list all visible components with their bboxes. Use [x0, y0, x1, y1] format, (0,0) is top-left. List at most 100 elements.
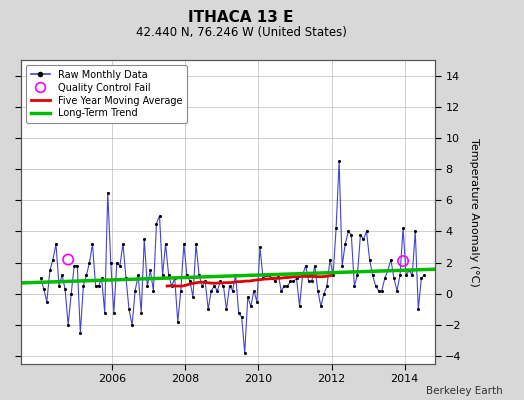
Point: [216, 278, 225, 284]
Point: [119, 241, 127, 247]
Point: [58, 272, 66, 278]
Text: ITHACA 13 E: ITHACA 13 E: [188, 10, 294, 25]
Point: [125, 306, 133, 313]
Point: [359, 236, 368, 242]
Point: [393, 288, 401, 294]
Point: [40, 286, 48, 292]
Point: [390, 275, 398, 282]
Point: [70, 262, 79, 269]
Point: [387, 256, 395, 263]
Point: [149, 288, 158, 294]
Point: [155, 213, 163, 219]
Point: [283, 283, 291, 289]
Point: [134, 272, 143, 278]
Point: [271, 278, 279, 284]
Point: [49, 256, 57, 263]
Point: [219, 283, 227, 289]
Point: [417, 275, 425, 282]
Point: [161, 241, 170, 247]
Point: [177, 288, 185, 294]
Point: [411, 228, 419, 235]
Point: [308, 278, 316, 284]
Point: [64, 322, 72, 328]
Point: [323, 283, 331, 289]
Point: [304, 278, 313, 284]
Point: [256, 244, 264, 250]
Point: [344, 228, 353, 235]
Point: [332, 225, 340, 232]
Point: [67, 291, 75, 297]
Point: [116, 262, 124, 269]
Point: [37, 275, 45, 282]
Point: [244, 294, 252, 300]
Point: [165, 272, 173, 278]
Point: [316, 303, 325, 310]
Point: [368, 272, 377, 278]
Point: [198, 283, 206, 289]
Point: [152, 220, 161, 227]
Point: [250, 288, 258, 294]
Point: [201, 278, 210, 284]
Point: [52, 241, 60, 247]
Point: [189, 294, 197, 300]
Point: [265, 272, 274, 278]
Point: [228, 288, 237, 294]
Point: [143, 283, 151, 289]
Point: [213, 288, 222, 294]
Point: [207, 288, 215, 294]
Point: [195, 272, 203, 278]
Point: [268, 275, 276, 282]
Point: [106, 260, 115, 266]
Point: [292, 275, 301, 282]
Point: [94, 283, 103, 289]
Point: [347, 232, 355, 238]
Point: [365, 256, 374, 263]
Point: [353, 272, 362, 278]
Point: [122, 275, 130, 282]
Point: [408, 272, 417, 278]
Point: [234, 309, 243, 316]
Point: [192, 241, 200, 247]
Point: [210, 283, 219, 289]
Point: [173, 319, 182, 325]
Point: [222, 306, 231, 313]
Point: [73, 262, 82, 269]
Point: [140, 236, 148, 242]
Point: [89, 241, 97, 247]
Point: [170, 275, 179, 282]
Point: [237, 314, 246, 320]
Point: [356, 232, 365, 238]
Point: [362, 228, 370, 235]
Point: [296, 303, 304, 310]
Point: [380, 275, 389, 282]
Point: [414, 306, 422, 313]
Point: [204, 306, 212, 313]
Y-axis label: Temperature Anomaly (°C): Temperature Anomaly (°C): [468, 138, 478, 286]
Point: [46, 267, 54, 274]
Point: [326, 256, 334, 263]
Text: Berkeley Earth: Berkeley Earth: [427, 386, 503, 396]
Point: [76, 330, 84, 336]
Point: [280, 283, 289, 289]
Point: [402, 272, 410, 278]
Point: [420, 272, 429, 278]
Point: [91, 283, 100, 289]
Point: [79, 283, 88, 289]
Point: [262, 272, 270, 278]
Point: [399, 225, 407, 232]
Point: [131, 288, 139, 294]
Point: [180, 241, 188, 247]
Point: [128, 322, 136, 328]
Point: [274, 272, 282, 278]
Point: [183, 272, 191, 278]
Legend: Raw Monthly Data, Quality Control Fail, Five Year Moving Average, Long-Term Tren: Raw Monthly Data, Quality Control Fail, …: [26, 65, 187, 123]
Point: [146, 267, 155, 274]
Point: [85, 260, 94, 266]
Point: [55, 283, 63, 289]
Point: [384, 267, 392, 274]
Point: [253, 298, 261, 305]
Point: [158, 272, 167, 278]
Point: [372, 283, 380, 289]
Point: [286, 278, 294, 284]
Point: [335, 158, 343, 164]
